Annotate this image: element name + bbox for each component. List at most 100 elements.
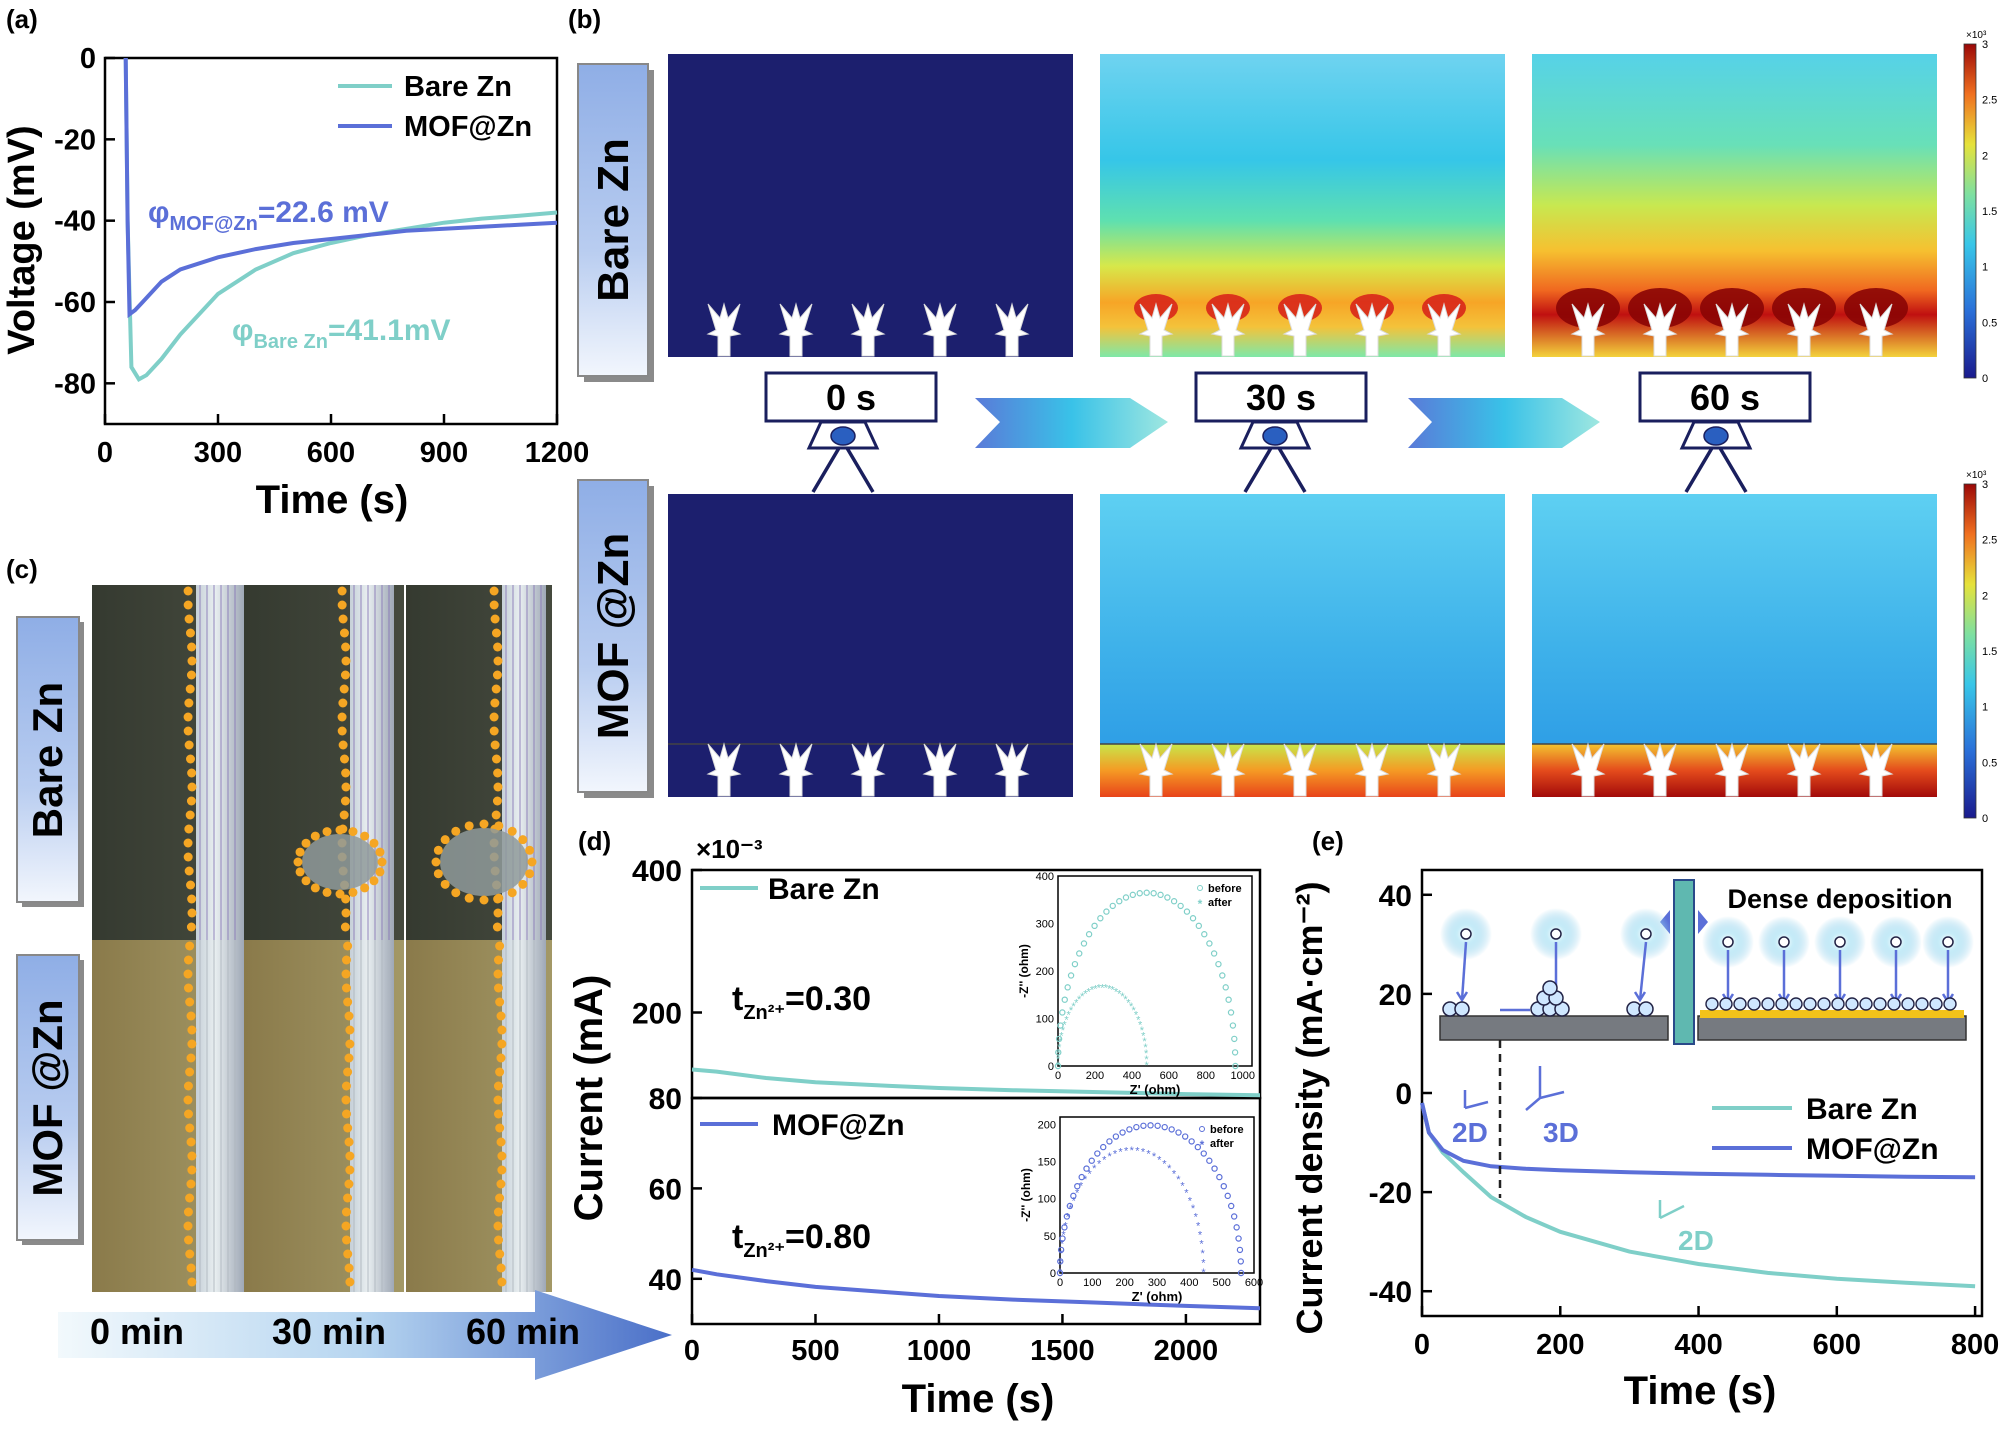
nyquist-point-after: * <box>1068 1203 1073 1215</box>
y-tick-label: 40 <box>1379 880 1412 913</box>
nyquist-point-after: * <box>1196 1220 1201 1232</box>
boundary-dot <box>183 1095 193 1105</box>
boundary-dot <box>497 1165 507 1175</box>
boundary-dot <box>343 941 353 951</box>
boundary-dot <box>490 740 500 750</box>
row-label-mof-text: MOF @Zn <box>589 533 638 740</box>
boundary-dot <box>343 997 353 1007</box>
y-tick-label: -20 <box>54 124 96 156</box>
nyquist-point-after: * <box>1077 994 1082 1006</box>
boundary-dot <box>492 796 502 806</box>
zn-dense-layer <box>1887 997 1901 1011</box>
inset-xlabel: Z' (ohm) <box>1132 1289 1183 1304</box>
boundary-dot <box>491 810 501 820</box>
boundary-dot <box>493 1207 503 1217</box>
boundary-dot <box>186 1011 196 1021</box>
nyquist-point-after: * <box>1079 1181 1084 1193</box>
boundary-dot <box>185 941 195 951</box>
boundary-dot <box>183 586 193 596</box>
nyquist-point-after: * <box>1058 1257 1063 1269</box>
x-tick-label: 400 <box>1674 1329 1722 1361</box>
e-ann-2d-mof: 2D <box>1452 1117 1488 1148</box>
boundary-dot <box>493 969 503 979</box>
annotation-phi-bare: φBare Zn=41.1mV <box>232 314 451 353</box>
boundary-dot <box>341 969 351 979</box>
y-tick-label: 400 <box>632 855 682 888</box>
boundary-dot <box>322 887 332 897</box>
nyquist-point-after: * <box>1086 986 1091 998</box>
nyquist-point-after: * <box>1058 1267 1063 1279</box>
colorbar-tick-label: 2.5 <box>1982 95 1997 107</box>
panel-d-ylabel: Current (mA) <box>567 975 611 1222</box>
boundary-dot <box>186 880 196 890</box>
x-tick-label: 300 <box>194 437 242 469</box>
boundary-dot <box>493 1081 503 1091</box>
inset-y-tick-label: 400 <box>1036 871 1054 883</box>
e-ann-2d-bare: 2D <box>1678 1225 1714 1256</box>
dendrite-tip <box>1282 302 1318 357</box>
boundary-dot <box>348 827 358 837</box>
nyquist-point-after: * <box>1061 1229 1066 1241</box>
boundary-dot <box>433 869 443 879</box>
inset-y-tick-label: 200 <box>1036 966 1054 978</box>
dendrite-tip <box>994 302 1030 357</box>
nyquist-point-after: * <box>1132 1005 1137 1017</box>
boundary-dot <box>345 1277 355 1287</box>
x-tick-label: 1500 <box>1030 1335 1095 1367</box>
progress-arrow-1 <box>975 398 1168 448</box>
boundary-dot <box>451 888 461 898</box>
nyquist-point-after: * <box>1124 1145 1129 1157</box>
boundary-dot <box>185 754 195 764</box>
c-time-30: 30 min <box>272 1311 386 1352</box>
zn-dense-layer <box>1943 997 1957 1011</box>
d-transference-mof: tZn²⁺=0.80 <box>732 1218 871 1262</box>
nyquist-point-before <box>1168 1126 1175 1133</box>
boundary-dot <box>339 810 349 820</box>
dendrite-tip <box>706 742 742 797</box>
nyquist-point-after: * <box>1102 1154 1107 1166</box>
nyquist-point-before <box>1070 1192 1077 1200</box>
boundary-dot <box>490 698 500 708</box>
inset-x-tick-label: 600 <box>1160 1070 1178 1082</box>
zn-dense-layer <box>1761 997 1775 1011</box>
zn-dense-layer <box>1747 997 1761 1011</box>
panel-d-xlabel: Time (s) <box>902 1377 1055 1421</box>
boundary-dot <box>494 821 504 831</box>
time-label-text: 30 s <box>1246 377 1316 418</box>
x-tick-label: 600 <box>1813 1329 1861 1361</box>
inset-legend-after: after <box>1208 897 1233 909</box>
nyquist-point-after: * <box>1107 1151 1112 1163</box>
separator-bar <box>1673 879 1695 1045</box>
nyquist-point-after: * <box>1063 1220 1068 1232</box>
dendrite-tip <box>1858 742 1894 797</box>
boundary-dot <box>339 684 349 694</box>
dendrite-tip <box>850 742 886 797</box>
nyquist-point-before <box>1071 960 1079 968</box>
boundary-dot <box>186 1053 196 1063</box>
panel-a-xlabel: Time (s) <box>256 478 409 522</box>
nyquist-point-after: * <box>1097 983 1102 995</box>
y-tick-label: 200 <box>632 998 682 1031</box>
nyquist-point-after: * <box>1092 1163 1097 1175</box>
zn-deposit <box>1638 1001 1654 1017</box>
boundary-dot <box>183 600 193 610</box>
panel-e-current-density-chart: Dense deposition 0 200 400 600 80040200-20-4… <box>1289 868 1999 1413</box>
panel-c-row-label-bare: Bare Zn <box>16 616 84 907</box>
nyquist-point-before <box>1133 1123 1140 1131</box>
x-tick-label: 200 <box>1536 1329 1584 1361</box>
nyquist-point-before <box>1224 1192 1231 1200</box>
boundary-dot <box>494 893 504 903</box>
nyquist-point-after: * <box>1123 994 1128 1006</box>
boundary-dot <box>440 879 450 889</box>
nyquist-point-after: * <box>1145 1060 1150 1072</box>
inset-xlabel: Z' (ohm) <box>1130 1082 1181 1097</box>
c-time-60: 60 min <box>466 1311 580 1352</box>
nyquist-point-before <box>1059 1009 1066 1016</box>
nyquist-point-before <box>1085 931 1093 938</box>
boundary-dot <box>340 670 350 680</box>
zn-dense-layer <box>1901 997 1915 1011</box>
dendrite-tip <box>1858 302 1894 357</box>
boundary-dot <box>183 712 193 722</box>
boundary-dot <box>183 838 193 848</box>
